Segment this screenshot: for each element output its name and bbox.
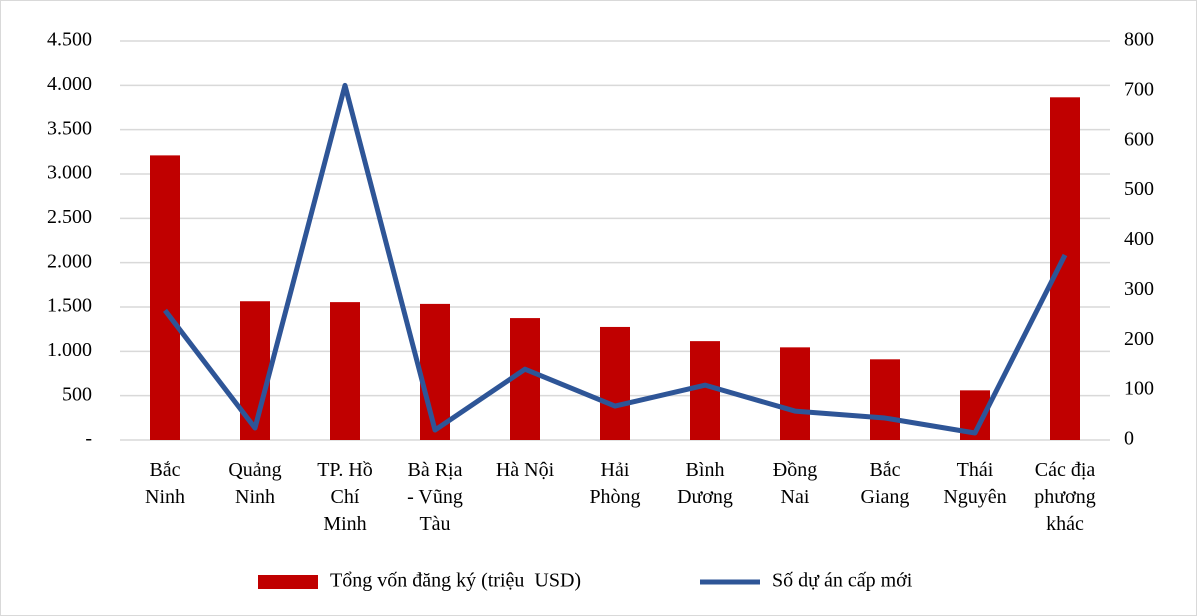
x-tick-line: Bình	[686, 459, 725, 481]
y2-tick-label: 800	[1124, 29, 1154, 51]
x-tick-line: Nguyên	[943, 486, 1006, 508]
x-tick-label: Đồng Nai	[773, 459, 817, 508]
x-tick-line: Hải	[601, 459, 630, 481]
x-tick-label: Các địa phương khác	[1034, 459, 1095, 535]
x-tick-label: TP. Hồ Chí Minh	[317, 459, 373, 535]
x-tick-label: Bắc Giang	[861, 459, 910, 508]
x-tick-line: Thái	[957, 459, 994, 481]
y2-tick-label: 400	[1124, 228, 1154, 250]
bar	[870, 359, 900, 440]
y2-tick-label: 100	[1124, 378, 1154, 400]
x-tick-line: Hà Nội	[496, 459, 555, 481]
y2-tick-label: 600	[1124, 128, 1154, 150]
y2-tick-label: 0	[1124, 428, 1134, 450]
x-tick-label: Quảng Ninh	[228, 459, 281, 508]
x-tick-label: Bình Dương	[677, 459, 733, 508]
x-tick-label: Thái Nguyên	[943, 459, 1006, 508]
x-tick-line: - Vũng	[407, 486, 463, 508]
bar	[780, 347, 810, 440]
x-tick-line: Minh	[323, 513, 366, 535]
legend-label: Số dự án cấp mới	[772, 570, 913, 592]
legend-label: Tổng vốn đăng ký (triệu USD)	[330, 570, 581, 592]
y-tick-label: 4.000	[47, 73, 92, 95]
x-tick-line: Ninh	[145, 486, 185, 508]
y2-tick-label: 500	[1124, 178, 1154, 200]
x-tick-line: Giang	[861, 486, 910, 508]
y-tick-label: 3.000	[47, 162, 92, 184]
bar	[510, 318, 540, 440]
x-tick-line: Nai	[781, 486, 810, 508]
x-tick-line: Dương	[677, 486, 733, 508]
y2-tick-label: 300	[1124, 278, 1154, 300]
x-tick-line: Ninh	[235, 486, 275, 508]
x-tick-label: Hải Phòng	[589, 459, 640, 508]
y2-tick-label: 200	[1124, 328, 1154, 350]
y-tick-label: -	[85, 428, 92, 450]
x-tick-line: Quảng	[228, 459, 281, 481]
x-tick-line: khác	[1046, 513, 1084, 535]
x-tick-line: TP. Hồ	[317, 459, 373, 481]
bar	[420, 303, 450, 440]
x-tick-label: Bà Rịa - Vũng Tàu	[407, 459, 463, 535]
x-tick-label: Bắc Ninh	[145, 459, 185, 508]
x-tick-line: Đồng	[773, 459, 817, 481]
x-tick-line: Bà Rịa	[408, 459, 463, 481]
y2-tick-label: 700	[1124, 78, 1154, 100]
x-tick-line: Phòng	[589, 486, 640, 508]
x-tick-line: Bắc	[869, 459, 900, 481]
x-tick-line: phương	[1034, 486, 1095, 508]
x-tick-line: Chí	[331, 486, 360, 508]
bar	[1050, 97, 1080, 440]
line	[163, 82, 1068, 436]
y-tick-label: 3.500	[47, 117, 92, 139]
x-tick-line: Tàu	[419, 513, 450, 535]
y-tick-label: 500	[62, 383, 92, 405]
x-tick-line: Các địa	[1035, 459, 1096, 481]
bar	[600, 326, 630, 440]
legend-swatch	[258, 575, 318, 589]
y-tick-label: 2.000	[47, 250, 92, 272]
y-tick-label: 1.000	[47, 339, 92, 361]
x-tick-label: Hà Nội	[496, 459, 555, 481]
y-tick-label: 1.500	[47, 295, 92, 317]
y-tick-label: 4.500	[47, 29, 92, 51]
x-tick-line: Bắc	[149, 459, 180, 481]
y-tick-label: 2.500	[47, 206, 92, 228]
bar	[150, 155, 180, 440]
bar	[330, 302, 360, 440]
